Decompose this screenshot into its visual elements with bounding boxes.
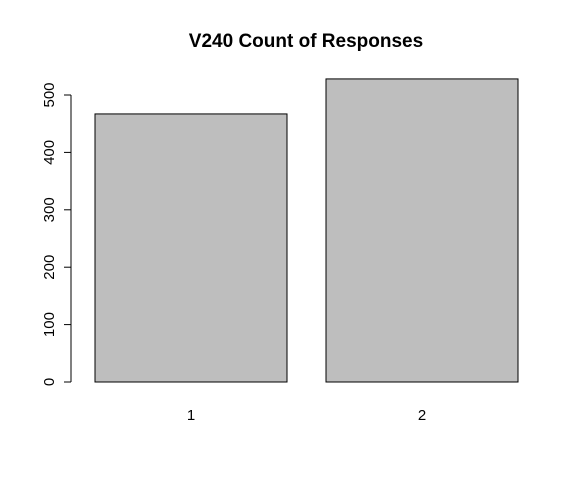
y-tick-label: 300 [41,197,58,222]
y-tick-label: 200 [41,255,58,280]
y-tick-label: 0 [41,378,58,386]
y-tick-label: 500 [41,82,58,107]
bar-2 [325,78,519,383]
bars [94,78,519,383]
chart-title: V240 Count of Responses [189,31,423,52]
x-tick-label: 2 [418,407,426,424]
y-tick-label: 400 [41,140,58,165]
bar-1 [94,113,288,383]
y-axis: 0 100 200 300 400 500 [41,82,72,386]
y-tick-label: 100 [41,312,58,337]
x-tick-label: 1 [187,407,195,424]
